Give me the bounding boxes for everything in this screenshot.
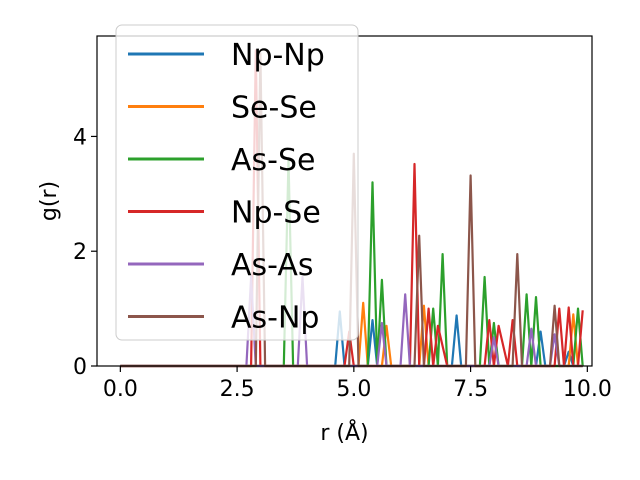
x-axis-label: r (Å) [320,419,368,446]
y-tick-label: 2 [73,240,87,265]
series-line-np-np [120,310,583,368]
y-axis-label: g(r) [37,181,62,221]
x-tick-label: 7.5 [453,377,488,402]
x-tick-label: 0.0 [103,377,138,402]
y-tick-label: 0 [73,355,87,380]
legend-label: Se-Se [231,91,317,126]
legend-label: As-Np [231,301,319,336]
legend-label: Np-Np [231,38,325,73]
legend-label: As-Se [231,143,315,178]
legend-label: As-As [231,248,313,283]
x-tick-label: 10.0 [563,377,612,402]
y-tick-label: 4 [73,125,87,150]
legend-label: Np-Se [231,196,321,231]
legend-box [115,24,359,341]
x-tick-label: 2.5 [220,377,255,402]
x-tick-label: 5.0 [336,377,371,402]
ticks-layer: 0.0 2.5 5.0 7.5 10.0 0 2 4 [73,125,612,402]
legend: Np-Np Se-Se As-Se Np-Se As-As As-Np [115,24,359,341]
